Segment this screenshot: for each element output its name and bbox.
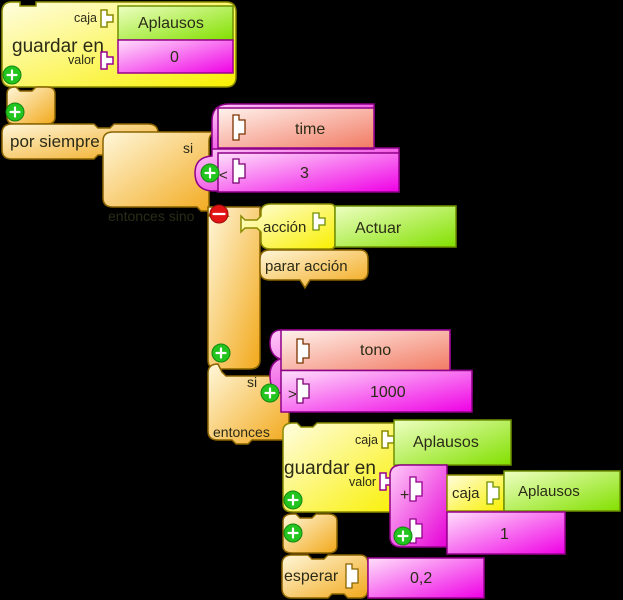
svg-text:caja: caja [355,433,378,447]
svg-text:Aplausos: Aplausos [413,434,479,451]
svg-text:<: < [219,167,228,184]
svg-text:entonces sino: entonces sino [108,208,195,224]
svg-text:0,2: 0,2 [410,570,432,587]
svg-text:valor: valor [349,475,376,489]
svg-text:entonces: entonces [213,424,270,440]
svg-text:+: + [400,487,409,504]
svg-text:si: si [247,374,257,390]
svg-text:acción: acción [263,219,306,236]
svg-text:>: > [288,386,297,403]
svg-text:por siempre: por siempre [10,132,100,151]
svg-text:tono: tono [360,342,391,359]
svg-text:caja: caja [74,11,97,25]
svg-text:1: 1 [500,526,509,543]
svg-text:caja: caja [452,485,480,502]
svg-text:time: time [295,121,325,138]
svg-text:esperar: esperar [284,568,339,585]
svg-text:parar acción: parar acción [265,258,348,275]
svg-text:0: 0 [170,49,179,66]
svg-text:Aplausos: Aplausos [138,15,204,32]
svg-text:si: si [183,140,193,156]
svg-text:Actuar: Actuar [355,220,402,237]
svg-text:3: 3 [300,165,309,182]
svg-text:1000: 1000 [370,384,406,401]
svg-text:valor: valor [68,53,95,67]
svg-text:Aplausos: Aplausos [518,483,580,500]
